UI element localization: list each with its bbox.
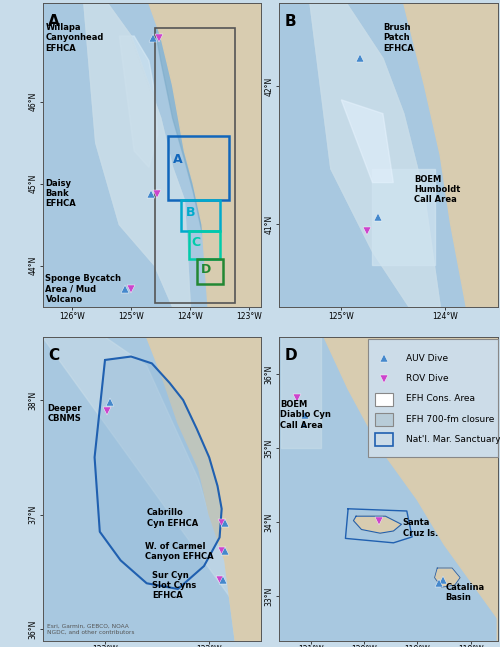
- Bar: [375, 433, 392, 446]
- Bar: [189, 231, 220, 259]
- Text: Catalina
Basin: Catalina Basin: [445, 583, 484, 602]
- Text: Deeper
CBNMS: Deeper CBNMS: [48, 404, 82, 424]
- Text: A: A: [172, 153, 182, 166]
- Polygon shape: [341, 100, 394, 182]
- Polygon shape: [354, 516, 402, 533]
- Bar: [375, 413, 392, 426]
- Polygon shape: [120, 36, 158, 168]
- Polygon shape: [282, 337, 322, 448]
- Polygon shape: [310, 3, 440, 307]
- Text: D: D: [284, 347, 297, 363]
- Bar: [375, 393, 392, 406]
- Polygon shape: [84, 3, 190, 307]
- Text: B: B: [186, 206, 196, 219]
- Polygon shape: [84, 3, 190, 307]
- Text: B: B: [284, 14, 296, 29]
- FancyBboxPatch shape: [368, 338, 498, 457]
- Text: Willapa
Canyonhead
EFHCA: Willapa Canyonhead EFHCA: [46, 23, 104, 52]
- Polygon shape: [94, 356, 222, 589]
- Text: Cabrillo
Cyn EFHCA: Cabrillo Cyn EFHCA: [146, 509, 198, 528]
- Text: W. of Carmel
Canyon EFHCA: W. of Carmel Canyon EFHCA: [144, 542, 213, 561]
- Text: BOEM
Diablo Cyn
Call Area: BOEM Diablo Cyn Call Area: [280, 400, 330, 430]
- Text: AUV Dive: AUV Dive: [406, 354, 448, 363]
- Text: D: D: [201, 263, 211, 276]
- Polygon shape: [146, 337, 261, 641]
- Text: Sur Cyn
Slot Cyns
EFHCA: Sur Cyn Slot Cyns EFHCA: [152, 571, 196, 600]
- Text: Daisy
Bank
EFHCA: Daisy Bank EFHCA: [46, 179, 76, 208]
- Text: Santa
Cruz Is.: Santa Cruz Is.: [402, 518, 438, 538]
- Polygon shape: [434, 568, 460, 587]
- Text: Esri, Garmin, GEBCO, NOAA
NGDC, and other contributors: Esri, Garmin, GEBCO, NOAA NGDC, and othe…: [47, 624, 134, 635]
- Text: A: A: [48, 14, 60, 29]
- Text: C: C: [48, 347, 59, 363]
- Text: BOEM
Humboldt
Call Area: BOEM Humboldt Call Area: [414, 175, 461, 204]
- Text: C: C: [192, 236, 200, 249]
- Text: ROV Dive: ROV Dive: [406, 374, 448, 383]
- Text: EFH 700-fm closure: EFH 700-fm closure: [406, 415, 494, 424]
- Bar: [155, 28, 234, 303]
- Polygon shape: [310, 3, 440, 307]
- Bar: [198, 259, 223, 284]
- Bar: [182, 200, 220, 231]
- Text: EFH Cons. Area: EFH Cons. Area: [406, 395, 474, 404]
- Text: Brush
Patch
EFHCA: Brush Patch EFHCA: [383, 23, 414, 52]
- Polygon shape: [42, 337, 261, 641]
- Polygon shape: [404, 3, 498, 307]
- Polygon shape: [155, 28, 234, 303]
- Polygon shape: [324, 337, 498, 641]
- Text: Nat'l. Mar. Sanctuary: Nat'l. Mar. Sanctuary: [406, 435, 500, 444]
- Bar: [168, 136, 228, 200]
- Polygon shape: [372, 169, 435, 265]
- Text: Sponge Bycatch
Area / Mud
Volcano: Sponge Bycatch Area / Mud Volcano: [46, 274, 122, 303]
- Polygon shape: [149, 3, 261, 307]
